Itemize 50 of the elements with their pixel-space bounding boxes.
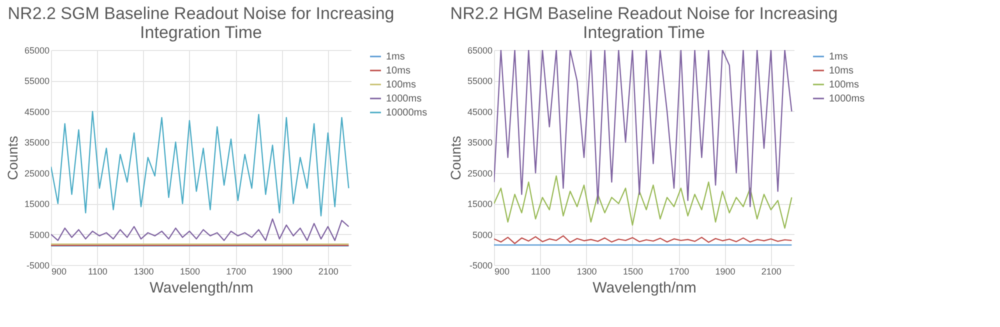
line-series	[494, 50, 792, 208]
chart-title: NR2.2 HGM Baseline Readout Noise for Increasing Integration Time	[450, 4, 838, 42]
y-tick-label: -5000	[26, 260, 50, 270]
legend-label: 100ms	[829, 80, 860, 90]
y-tick-label: 55000	[24, 76, 50, 86]
x-tick-label: 2100	[761, 266, 782, 276]
legend-label: 10000ms	[386, 108, 428, 118]
y-tick-label: 45000	[467, 106, 492, 117]
x-tick-label: 1500	[622, 266, 643, 276]
x-tick-label: 1700	[226, 266, 246, 276]
y-tick-label: 5000	[472, 230, 492, 240]
legend-label: 10ms	[386, 66, 410, 76]
y-axis-title: Counts	[447, 136, 464, 180]
y-tick-label: 25000	[24, 168, 50, 178]
x-tick-label: 1900	[715, 266, 736, 276]
line-series	[494, 235, 792, 244]
y-tick-label: 25000	[467, 168, 492, 178]
x-tick-label: 1300	[576, 266, 597, 276]
y-axis-title: Counts	[4, 136, 20, 180]
x-tick-label: 1100	[530, 266, 550, 276]
line-series	[51, 110, 350, 216]
chart-title: NR2.2 SGM Baseline Readout Noise for Increasing Integration Time	[8, 4, 394, 42]
y-tick-label: 45000	[24, 106, 50, 117]
x-tick-label: 900	[494, 266, 510, 276]
y-tick-label: 65000	[467, 46, 492, 56]
y-tick-label: 5000	[29, 230, 50, 240]
y-tick-label: 55000	[467, 76, 492, 86]
y-tick-label: 35000	[467, 138, 492, 148]
x-tick-label: 2100	[318, 266, 338, 276]
x-tick-label: 1500	[180, 266, 200, 276]
legend-label: 100ms	[386, 80, 416, 90]
x-axis-title: Wavelength/nm	[150, 280, 254, 296]
line-series	[51, 218, 350, 242]
legend-label: 10ms	[829, 66, 854, 76]
x-tick-label: 900	[52, 266, 67, 276]
legend-label: 1ms	[386, 52, 405, 62]
x-tick-label: 1100	[88, 266, 108, 276]
x-tick-label: 1300	[134, 266, 154, 276]
line-series	[494, 175, 792, 229]
y-tick-label: 35000	[24, 138, 50, 148]
x-axis-title: Wavelength/nm	[592, 280, 696, 296]
legend-label: 1ms	[829, 52, 848, 62]
y-tick-label: 15000	[467, 199, 492, 210]
legend-label: 1000ms	[386, 94, 422, 104]
legend-label: 1000ms	[829, 94, 865, 104]
y-tick-label: 65000	[24, 46, 50, 56]
x-tick-label: 1700	[669, 266, 690, 276]
x-tick-label: 1900	[272, 266, 292, 276]
y-tick-label: -5000	[469, 260, 492, 270]
y-tick-label: 15000	[24, 199, 50, 210]
